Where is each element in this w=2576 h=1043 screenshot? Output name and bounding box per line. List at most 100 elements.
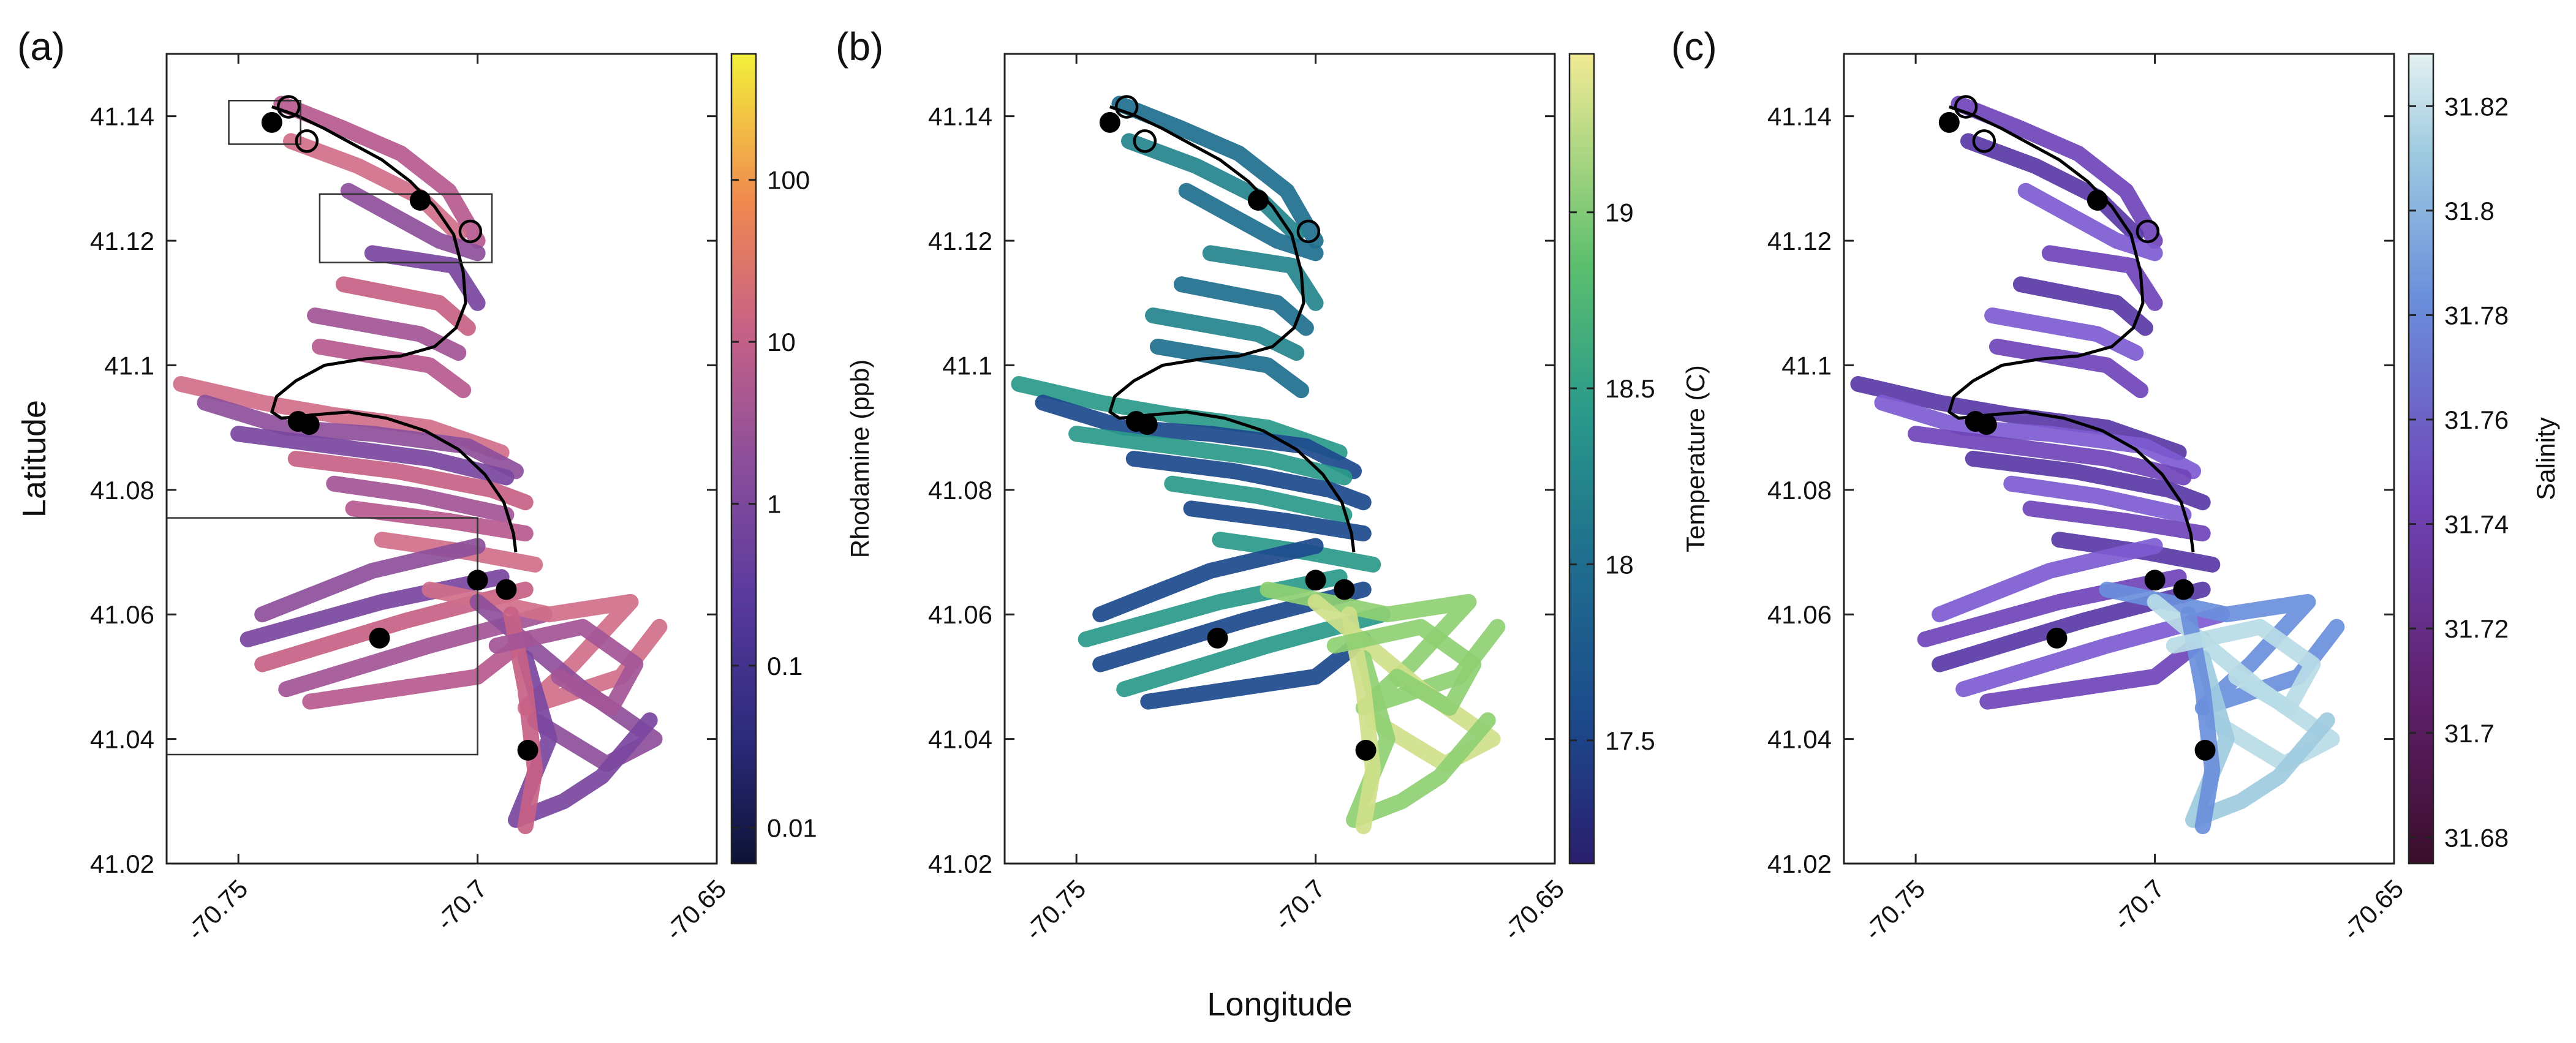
colorbar-tick-label: 10 [767, 328, 796, 356]
survey-track [254, 538, 486, 623]
station-marker [369, 627, 390, 649]
x-tick-label: -70.65 [660, 874, 731, 946]
colorbar-b [1568, 53, 1595, 865]
reference-path [1108, 105, 1356, 552]
x-tick-label: -70.7 [431, 874, 493, 936]
survey-track [488, 619, 644, 716]
open-marker [295, 129, 319, 153]
y-tick-label: 41.02 [1767, 849, 1832, 878]
colorbar-label-b: Temperature (C) [1681, 365, 1710, 552]
survey-track [1341, 606, 1381, 834]
open-marker [1954, 95, 1978, 119]
colorbar-ticks-c: 31.68 31.7 31.72 31.74 31.76 31.78 31.8 31.82 [2409, 92, 2509, 852]
colorbar-label-c: Salinity [2531, 417, 2560, 500]
y-tick-label: 41.08 [928, 476, 992, 505]
station-marker [2173, 579, 2194, 600]
colorbar-tick-label: 19 [1605, 198, 1634, 227]
survey-track [503, 606, 543, 834]
survey-track [1951, 96, 2163, 249]
survey-track [287, 451, 534, 511]
colorbar-tick-label: 31.74 [2444, 510, 2509, 539]
survey-track [1326, 619, 1482, 716]
station-marker [2046, 627, 2068, 649]
colorbar-tick-label: 31.68 [2444, 823, 2509, 852]
x-tick-label: -70.65 [1498, 874, 1569, 946]
y-tick-label: 41.04 [90, 725, 154, 754]
survey-track [1932, 538, 2163, 623]
plot-content-c [1850, 95, 2345, 834]
colorbar-ticks-b: 17.5 18 18.5 19 [1569, 198, 1655, 755]
station-marker [261, 111, 282, 133]
survey-track [2017, 183, 2163, 262]
station-marker [467, 570, 488, 591]
survey-track [1164, 475, 1353, 523]
open-marker [1972, 129, 1996, 153]
plot-content-a [167, 95, 668, 834]
station-marker [2144, 570, 2166, 591]
colorbar-tick-label: 18 [1605, 550, 1634, 579]
survey-track [1307, 593, 1501, 772]
station-marker [1334, 579, 1355, 600]
open-marker [2136, 219, 2160, 244]
colorbar-ticks-a: 0.01 0.1 1 10 100 [731, 166, 817, 842]
survey-track [1874, 394, 2201, 480]
open-marker [276, 95, 301, 119]
station-marker [2194, 739, 2216, 761]
survey-track [340, 183, 486, 262]
y-tick-label: 41.02 [928, 849, 992, 878]
survey-track [1068, 426, 1353, 486]
survey-track [1984, 307, 2144, 361]
panel-label-c: (c) [1671, 24, 1717, 69]
survey-track [1202, 245, 1324, 311]
survey-track [2166, 619, 2321, 716]
panel-c: (c) 41.02 41.04 41.06 41.08 41.1 41.12 41.14 -7… [1671, 24, 2560, 946]
colorbar-tick-label: 0.1 [767, 652, 803, 680]
station-marker [298, 414, 320, 435]
survey-track [2147, 593, 2340, 772]
survey-track [508, 650, 658, 828]
survey-track [2185, 650, 2335, 828]
survey-track [1979, 631, 2211, 710]
x-axis-label: Longitude [1207, 986, 1352, 1023]
survey-track [1989, 339, 2149, 399]
y-tick-label: 41.06 [1767, 600, 1832, 629]
colorbar-tick-label: 0.01 [767, 813, 817, 842]
station-marker [1247, 189, 1269, 211]
station-marker [1938, 111, 1960, 133]
x-tick-label: -70.7 [1269, 874, 1331, 936]
x-tick-label: -70.75 [1019, 874, 1091, 946]
x-tick-label: -70.75 [1859, 874, 1930, 946]
survey-track [311, 339, 472, 399]
y-tick-label: 41.12 [928, 227, 992, 255]
colorbar-tick-label: 100 [767, 166, 810, 195]
survey-track [1965, 451, 2211, 511]
y-tick-label: 41.06 [90, 600, 154, 629]
open-marker [1296, 219, 1321, 244]
survey-track [364, 245, 486, 311]
open-marker [1114, 95, 1139, 119]
colorbar-c [2408, 53, 2434, 865]
survey-track [469, 593, 663, 772]
colorbar-a [730, 53, 757, 865]
region-box [228, 100, 301, 145]
station-marker [409, 189, 431, 211]
survey-track [326, 475, 515, 523]
survey-track [1917, 569, 2187, 647]
station-marker [1136, 414, 1158, 435]
open-marker [1133, 129, 1157, 153]
station-marker [1305, 570, 1326, 591]
survey-track [1145, 307, 1305, 361]
survey-track [1111, 96, 1324, 249]
colorbar-tick-label: 31.72 [2444, 614, 2509, 643]
station-marker [2087, 189, 2108, 211]
region-box [167, 517, 478, 756]
survey-track [1125, 451, 1372, 511]
reference-path [270, 105, 518, 552]
colorbar-tick-label: 31.8 [2444, 197, 2495, 225]
colorbar-tick-label: 31.76 [2444, 405, 2509, 434]
y-tick-label: 41.1 [1781, 351, 1832, 380]
survey-track [1850, 376, 2187, 461]
survey-track [1092, 538, 1324, 623]
colorbar-tick-label: 31.82 [2444, 92, 2509, 121]
survey-track [307, 307, 467, 361]
